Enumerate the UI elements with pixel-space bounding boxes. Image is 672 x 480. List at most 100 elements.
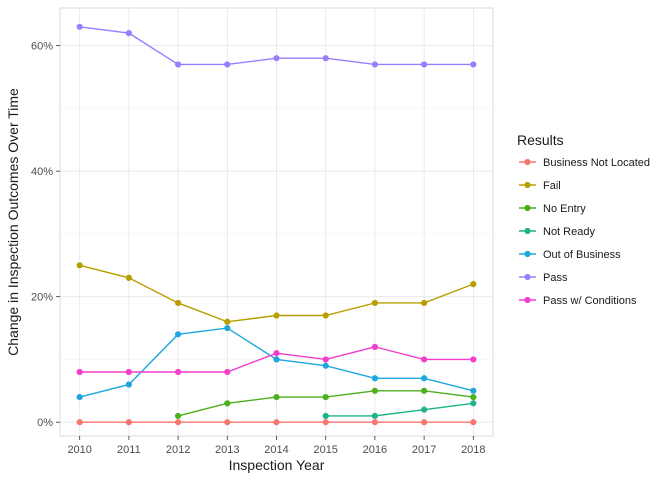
legend-key-point: [524, 204, 531, 212]
legend-label: Pass: [543, 272, 568, 284]
series-out-of-business: [76, 324, 477, 401]
y-tick-label: 0%: [37, 417, 53, 429]
x-tick-label: 2010: [67, 444, 91, 456]
data-point: [76, 393, 83, 401]
series-pass-w-conditions: [76, 343, 477, 376]
x-tick-label: 2015: [313, 444, 337, 456]
legend-label: Fail: [543, 180, 561, 192]
legend-label: Not Ready: [543, 226, 595, 238]
legend-label: Out of Business: [543, 249, 621, 261]
data-point: [322, 312, 329, 319]
legend-item: Fail: [519, 180, 561, 192]
legend-item: Pass: [519, 272, 568, 284]
x-axis-title: Inspection Year: [229, 457, 325, 473]
legend-item: Out of Business: [519, 249, 621, 261]
series-business-not-located: [76, 419, 477, 426]
legend-key-point: [524, 273, 531, 281]
data-point: [371, 412, 379, 420]
data-point: [421, 419, 428, 426]
data-point: [224, 318, 231, 325]
legend-label: Pass w/ Conditions: [543, 295, 637, 307]
data-point: [174, 331, 182, 338]
x-axis: 2010 2011 2012 2013 2014 2015 2016 2017 2018: [67, 436, 486, 456]
x-tick-label: 2011: [117, 444, 141, 456]
x-tick-label: 2012: [166, 444, 190, 456]
data-point: [174, 412, 182, 420]
x-tick-label: 2013: [215, 444, 239, 456]
legend-key-point: [524, 250, 531, 258]
legend-label: Business Not Located: [543, 157, 650, 169]
data-point: [421, 299, 428, 307]
legend-key-point: [524, 181, 531, 189]
data-point: [421, 375, 428, 382]
data-point: [76, 262, 83, 269]
data-point: [322, 393, 329, 401]
data-point: [76, 368, 83, 376]
data-point: [224, 368, 231, 376]
data-point: [273, 356, 280, 363]
x-tick-label: 2017: [412, 444, 436, 456]
data-point: [371, 387, 379, 394]
data-point: [174, 419, 182, 426]
legend-key-point: [524, 158, 531, 166]
data-point: [224, 61, 231, 68]
legend-key-point: [524, 296, 531, 304]
y-tick-label: 40%: [31, 166, 53, 178]
data-point: [273, 312, 280, 319]
data-point: [322, 362, 329, 369]
legend-title: Results: [517, 132, 564, 148]
data-point: [174, 61, 182, 68]
legend-item: Business Not Located: [519, 157, 650, 169]
data-point: [224, 419, 231, 426]
y-tick-label: 60%: [31, 41, 53, 53]
series-layer: [76, 23, 477, 426]
data-point: [273, 393, 280, 401]
data-point: [371, 343, 379, 350]
data-point: [421, 356, 428, 363]
data-point: [371, 299, 379, 307]
data-point: [224, 324, 231, 332]
legend-item: Pass w/ Conditions: [519, 295, 637, 307]
major-gridlines: [60, 8, 493, 436]
data-point: [125, 30, 132, 37]
data-point: [125, 381, 132, 388]
data-point: [470, 393, 477, 401]
y-axis: 0% 20% 40% 60%: [31, 41, 60, 429]
legend-label: No Entry: [543, 203, 586, 215]
series-not-ready: [322, 400, 477, 420]
series-pass: [76, 23, 477, 68]
data-point: [470, 419, 477, 426]
data-point: [273, 419, 280, 426]
data-point: [322, 356, 329, 363]
data-point: [421, 61, 428, 68]
data-point: [371, 419, 379, 426]
legend: Business Not Located Fail No Entry Not Read…: [519, 157, 650, 307]
data-point: [224, 400, 231, 407]
data-point: [76, 419, 83, 426]
x-tick-label: 2018: [461, 444, 485, 456]
data-point: [470, 400, 477, 407]
data-point: [322, 55, 329, 62]
data-point: [322, 412, 329, 420]
series-line: [325, 402, 474, 417]
data-point: [273, 350, 280, 357]
y-axis-title: Change in Inspection Outcomes Over Time: [5, 88, 21, 356]
data-point: [470, 281, 477, 288]
series-no-entry: [174, 387, 477, 420]
data-point: [125, 419, 132, 426]
data-point: [470, 61, 477, 68]
data-point: [273, 55, 280, 62]
x-tick-label: 2016: [363, 444, 387, 456]
data-point: [174, 299, 182, 307]
data-point: [421, 387, 428, 394]
legend-item: Not Ready: [519, 226, 595, 238]
data-point: [371, 61, 379, 68]
data-point: [371, 375, 379, 382]
series-fail: [76, 262, 477, 325]
data-point: [125, 368, 132, 376]
data-point: [322, 419, 329, 426]
data-point: [125, 274, 132, 281]
legend-key-point: [524, 227, 531, 235]
data-point: [76, 23, 83, 30]
